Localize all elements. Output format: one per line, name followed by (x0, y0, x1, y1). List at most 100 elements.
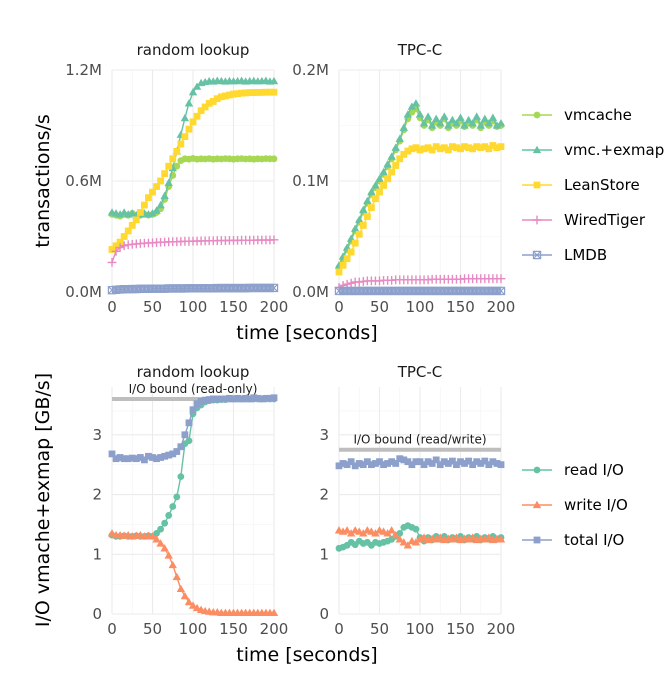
data-point (453, 461, 460, 469)
data-point (339, 261, 347, 269)
data-point (266, 394, 274, 402)
y-tick-label: 0.1M (292, 172, 329, 190)
data-point (153, 529, 160, 537)
data-point (449, 143, 456, 150)
data-point (112, 455, 120, 463)
data-point (432, 143, 440, 150)
data-point (485, 461, 493, 469)
data-point (453, 144, 460, 152)
data-point (371, 529, 380, 537)
data-point (160, 191, 169, 199)
data-point (246, 89, 254, 96)
data-point (262, 394, 270, 402)
data-point (457, 458, 464, 466)
data-point (387, 152, 396, 160)
data-point (444, 121, 453, 129)
data-point (436, 145, 444, 153)
data-point (427, 121, 437, 129)
data-point (124, 227, 132, 235)
data-point (157, 454, 164, 461)
x-tick-label: 150 (446, 620, 475, 638)
data-point (469, 461, 477, 469)
data-point (492, 121, 502, 129)
data-point (124, 455, 132, 463)
data-point (254, 394, 262, 402)
data-point (465, 144, 472, 152)
legend-swatch-marker (533, 111, 541, 119)
x-tick-label: 0 (334, 298, 344, 316)
panel-title: TPC-C (397, 41, 443, 59)
data-point (177, 473, 185, 481)
data-point (180, 113, 190, 122)
x-tick-label: 100 (179, 298, 208, 316)
panel-top-left: 0 50 100 150 200 0.0M 0.6M 1.2M random lookup (65, 41, 288, 316)
data-point (217, 93, 225, 101)
legend-label: LeanStore (564, 176, 640, 194)
data-point (396, 455, 404, 463)
x-tick-label: 100 (406, 298, 435, 316)
data-point (351, 224, 360, 232)
data-point (192, 82, 202, 90)
data-point (222, 395, 229, 403)
data-point (444, 146, 452, 154)
data-point (148, 532, 157, 540)
data-point (152, 535, 161, 543)
x-tick-label: 50 (370, 298, 389, 316)
data-point (169, 450, 177, 458)
data-point (436, 119, 445, 127)
data-point (468, 533, 477, 541)
data-point (359, 222, 367, 229)
data-point (213, 95, 221, 103)
data-point (128, 454, 136, 462)
panel-bottom-right: 0 50 100 150 200 0 1 2 3 TPC-C I/O bound (read/wri… (319, 363, 515, 638)
data-point (408, 145, 416, 153)
x-tick-label: 0 (107, 620, 117, 638)
data-point (132, 455, 140, 463)
data-point (452, 533, 461, 541)
data-point (363, 213, 371, 220)
data-point (108, 246, 116, 253)
data-point (188, 88, 198, 96)
data-point (416, 458, 424, 466)
data-point (465, 457, 472, 465)
data-point (485, 145, 493, 153)
data-point (165, 512, 173, 519)
data-point (238, 395, 245, 403)
data-point (197, 397, 205, 405)
data-point (388, 458, 396, 466)
data-point (266, 88, 274, 96)
series-LMDB (107, 283, 279, 295)
data-point (189, 406, 197, 414)
data-point (440, 144, 448, 152)
data-point (269, 235, 279, 245)
data-point (464, 115, 473, 124)
data-point (460, 121, 469, 129)
data-point (481, 143, 489, 150)
data-point (165, 451, 173, 459)
data-point (384, 460, 391, 467)
legend-entry: vmcache (522, 106, 632, 124)
data-point (407, 102, 417, 110)
data-point (213, 395, 221, 403)
data-point (258, 88, 266, 96)
legend-swatch-marker (533, 466, 541, 474)
data-point (157, 525, 165, 533)
legend-label: total I/O (564, 531, 624, 549)
data-point (161, 519, 169, 527)
data-point (141, 201, 148, 209)
data-point (269, 283, 279, 293)
data-point (403, 110, 413, 118)
data-point (250, 394, 258, 402)
legend-swatch-marker (533, 181, 541, 189)
y-tick-label: 0 (92, 605, 102, 623)
legend-entry: WiredTiger (522, 211, 646, 229)
data-point (173, 493, 181, 501)
data-point (226, 91, 233, 99)
panel-top-right: 0 50 100 150 200 0.0M 0.1M 0.2M TPC-C (292, 41, 515, 316)
data-point (387, 526, 396, 534)
series-vmc.+exmap (334, 99, 506, 269)
data-point (416, 146, 424, 154)
data-point (412, 458, 420, 466)
data-point (141, 456, 148, 464)
data-point (339, 460, 347, 467)
